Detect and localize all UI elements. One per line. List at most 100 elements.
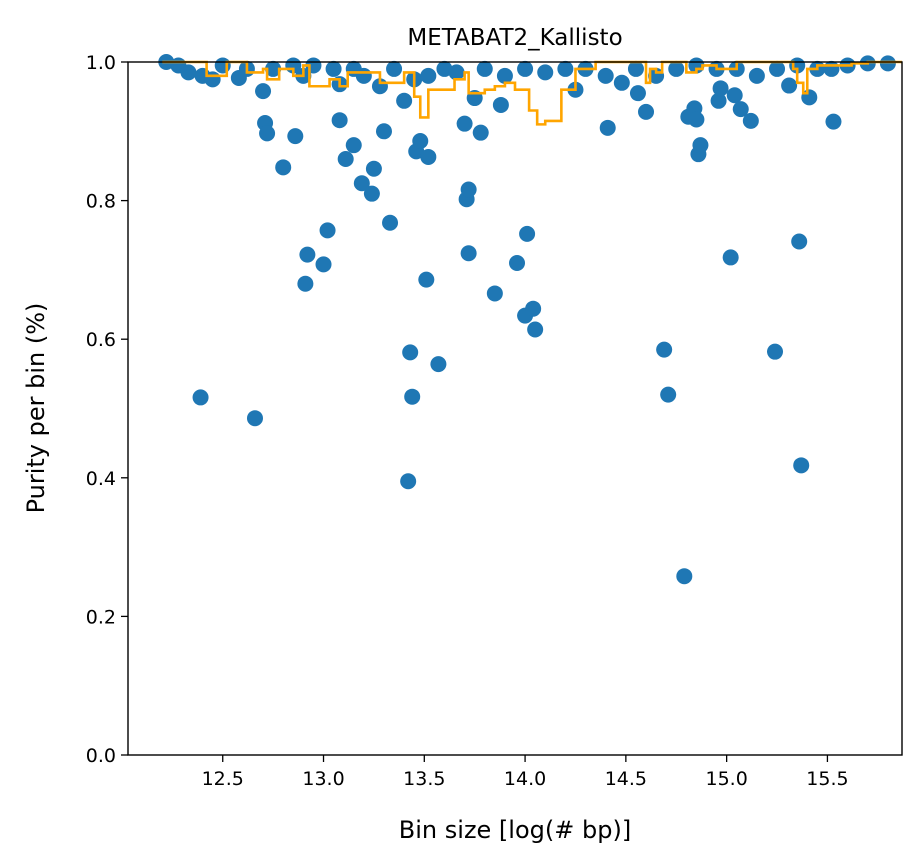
data-point xyxy=(557,60,574,77)
data-point xyxy=(456,115,473,132)
data-point xyxy=(448,64,465,81)
data-point xyxy=(297,275,314,292)
data-point xyxy=(732,101,749,118)
data-point xyxy=(668,60,685,77)
data-point xyxy=(353,175,370,192)
data-point xyxy=(396,92,413,109)
data-point xyxy=(767,343,784,360)
data-point xyxy=(460,245,477,262)
data-point xyxy=(325,60,342,77)
data-point xyxy=(418,271,435,288)
y-tick-label: 0.0 xyxy=(86,745,116,767)
data-point xyxy=(476,60,493,77)
data-point xyxy=(486,285,503,302)
data-point xyxy=(214,57,231,74)
x-tick-label: 13.5 xyxy=(403,768,445,790)
y-tick-label: 0.8 xyxy=(86,191,116,213)
x-tick-label: 13.0 xyxy=(302,768,344,790)
data-point xyxy=(287,128,304,145)
data-point xyxy=(793,457,810,474)
rolling-line xyxy=(162,60,902,126)
y-tick-label: 0.6 xyxy=(86,329,116,351)
data-point xyxy=(382,214,399,231)
y-axis-ticks: 0.0 0.2 0.4 0.6 0.8 1.0 xyxy=(86,52,128,767)
data-point xyxy=(660,386,677,403)
data-point xyxy=(420,148,437,165)
data-point xyxy=(402,344,419,361)
data-point xyxy=(386,60,403,77)
data-point xyxy=(638,103,655,120)
data-point xyxy=(676,568,693,585)
data-point xyxy=(265,60,282,77)
data-point xyxy=(769,60,786,77)
x-tick-label: 14.0 xyxy=(504,768,546,790)
chart-title: METABAT2_Kallisto xyxy=(407,25,622,51)
data-point xyxy=(613,74,630,91)
data-point xyxy=(430,356,447,373)
data-point xyxy=(365,160,382,177)
x-tick-label: 15.0 xyxy=(705,768,747,790)
data-point xyxy=(823,60,840,77)
data-point xyxy=(656,341,673,358)
data-point xyxy=(525,300,542,317)
data-point xyxy=(781,77,798,94)
data-point xyxy=(345,137,362,154)
data-point xyxy=(748,67,765,84)
data-point xyxy=(712,80,729,97)
x-tick-label: 15.5 xyxy=(806,768,848,790)
y-tick-label: 0.4 xyxy=(86,468,116,490)
plot-frame xyxy=(127,61,903,756)
data-point xyxy=(246,410,263,427)
data-point xyxy=(599,119,616,136)
data-point xyxy=(255,83,272,100)
data-point xyxy=(299,246,316,263)
data-point xyxy=(519,225,536,242)
data-point xyxy=(355,67,372,84)
data-point xyxy=(722,249,739,266)
data-point xyxy=(688,111,705,128)
data-point xyxy=(825,113,842,130)
data-point xyxy=(492,96,509,113)
x-tick-label: 14.5 xyxy=(605,768,647,790)
data-point xyxy=(337,151,354,168)
data-point xyxy=(517,60,534,77)
series-line xyxy=(162,60,902,126)
data-point xyxy=(363,185,380,202)
x-axis-ticks: 12.5 13.0 13.5 14.0 14.5 15.0 15.5 xyxy=(202,755,849,790)
data-point xyxy=(275,159,292,176)
data-point xyxy=(496,67,513,84)
data-point xyxy=(527,321,544,338)
y-tick-label: 0.2 xyxy=(86,606,116,628)
data-point xyxy=(791,233,808,250)
data-point xyxy=(331,112,348,129)
x-axis-label: Bin size [log(# bp)] xyxy=(399,816,631,844)
data-point xyxy=(537,64,554,81)
plot-area xyxy=(127,54,903,756)
y-tick-label: 1.0 xyxy=(86,52,116,74)
data-point xyxy=(472,124,489,141)
data-point xyxy=(627,60,644,77)
data-point xyxy=(710,92,727,109)
data-point xyxy=(420,67,437,84)
data-point xyxy=(597,67,614,84)
data-point xyxy=(192,389,209,406)
data-point xyxy=(460,181,477,198)
data-point xyxy=(436,60,453,77)
data-point xyxy=(879,55,896,72)
data-point xyxy=(319,222,336,239)
scatter-points xyxy=(158,54,896,585)
data-point xyxy=(629,85,646,102)
data-point xyxy=(375,123,392,140)
data-point xyxy=(404,388,421,405)
data-point xyxy=(726,87,743,104)
data-point xyxy=(259,125,276,142)
x-tick-label: 12.5 xyxy=(202,768,244,790)
data-point xyxy=(692,137,709,154)
data-point xyxy=(509,254,526,271)
data-point xyxy=(315,256,332,273)
data-point xyxy=(742,112,759,129)
data-point xyxy=(400,473,417,490)
data-point xyxy=(412,133,429,150)
data-point xyxy=(180,64,197,81)
